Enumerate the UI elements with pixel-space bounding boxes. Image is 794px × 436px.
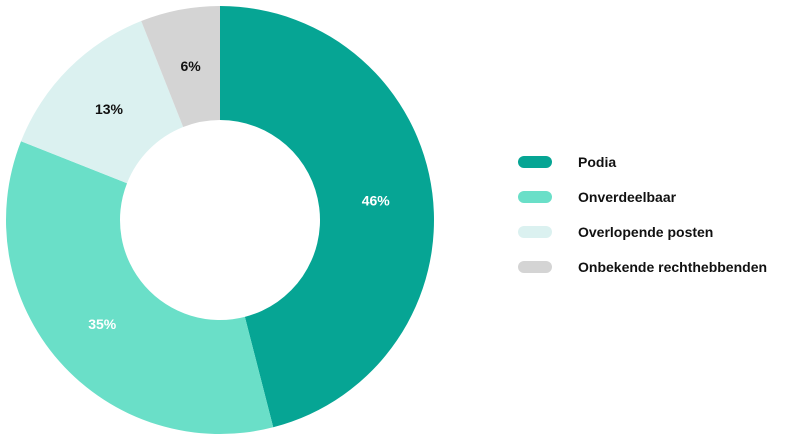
slice-label-onbekende-rechthebbenden: 6% (180, 58, 201, 74)
legend-item-onverdeelbaar[interactable]: Onverdeelbaar (518, 185, 767, 209)
slice-onbekende-rechthebbenden[interactable] (141, 6, 220, 128)
legend-swatch-overlopende-posten (518, 226, 552, 238)
slice-onverdeelbaar[interactable] (6, 141, 274, 434)
slice-podia[interactable] (220, 6, 434, 428)
legend-item-onbekende-rechthebbenden[interactable]: Onbekende rechthebbenden (518, 255, 767, 279)
legend-label-onverdeelbaar: Onverdeelbaar (578, 189, 677, 205)
slice-overlopende-posten[interactable] (21, 21, 184, 184)
legend-label-overlopende-posten: Overlopende posten (578, 224, 714, 240)
slice-label-podia: 46% (362, 192, 391, 208)
legend-swatch-onverdeelbaar (518, 191, 552, 203)
slice-label-onverdeelbaar: 35% (88, 316, 117, 332)
donut-slices (6, 6, 434, 434)
chart-legend: Podia Onverdeelbaar Overlopende posten O… (518, 150, 767, 290)
legend-swatch-onbekende-rechthebbenden (518, 261, 552, 273)
legend-item-podia[interactable]: Podia (518, 150, 767, 174)
legend-swatch-podia (518, 156, 552, 168)
legend-label-onbekende-rechthebbenden: Onbekende rechthebbenden (578, 259, 768, 275)
legend-label-podia: Podia (578, 154, 617, 170)
donut-value-labels: 46% 35% 13% 6% (88, 58, 390, 332)
legend-item-overlopende-posten[interactable]: Overlopende posten (518, 220, 767, 244)
slice-label-overlopende-posten: 13% (95, 101, 124, 117)
